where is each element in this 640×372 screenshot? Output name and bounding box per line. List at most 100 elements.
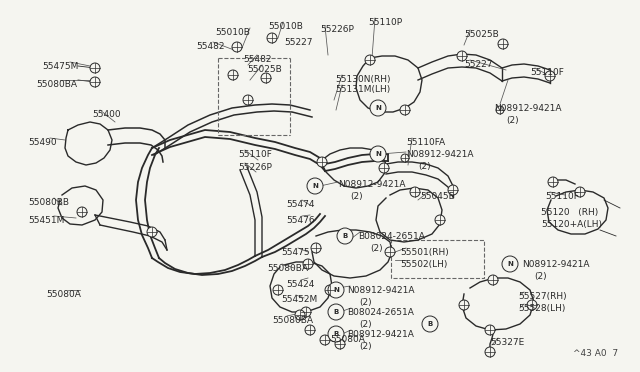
Text: B: B: [342, 233, 348, 239]
Circle shape: [400, 105, 410, 115]
Text: 55476: 55476: [286, 216, 315, 225]
Circle shape: [311, 243, 321, 253]
Text: 55528(LH): 55528(LH): [518, 304, 565, 313]
Text: (2): (2): [359, 298, 372, 307]
Circle shape: [261, 73, 271, 83]
Text: 55451M: 55451M: [28, 216, 65, 225]
Text: 55424: 55424: [286, 280, 314, 289]
Circle shape: [303, 259, 313, 269]
Circle shape: [335, 339, 345, 349]
Circle shape: [365, 55, 375, 65]
Circle shape: [548, 177, 558, 187]
Text: 55227: 55227: [464, 60, 493, 69]
Text: 55475M: 55475M: [42, 62, 78, 71]
Text: 55110P: 55110P: [368, 18, 402, 27]
Text: 55080BA: 55080BA: [36, 80, 77, 89]
Circle shape: [422, 316, 438, 332]
Text: 55110F: 55110F: [238, 150, 272, 159]
Text: (2): (2): [359, 320, 372, 329]
Circle shape: [448, 185, 458, 195]
Circle shape: [457, 51, 467, 61]
Circle shape: [370, 146, 386, 162]
Circle shape: [317, 157, 327, 167]
Text: 55227: 55227: [284, 38, 312, 47]
Circle shape: [488, 275, 498, 285]
Circle shape: [545, 71, 555, 81]
Circle shape: [90, 63, 100, 73]
Text: 55110FA: 55110FA: [406, 138, 445, 147]
Text: 55025B: 55025B: [247, 65, 282, 74]
Circle shape: [325, 285, 335, 295]
Text: (2): (2): [534, 272, 547, 281]
Text: 55474: 55474: [286, 200, 314, 209]
Circle shape: [385, 247, 395, 257]
Text: 55010B: 55010B: [268, 22, 303, 31]
Circle shape: [301, 307, 311, 317]
Text: 55452M: 55452M: [281, 295, 317, 304]
Text: 55080BA: 55080BA: [267, 264, 308, 273]
Circle shape: [307, 178, 323, 194]
Circle shape: [502, 256, 518, 272]
Text: 55080BB: 55080BB: [28, 198, 69, 207]
Circle shape: [379, 163, 389, 173]
Text: N08912-9421A: N08912-9421A: [522, 260, 589, 269]
Circle shape: [337, 228, 353, 244]
Text: (2): (2): [506, 116, 518, 125]
Circle shape: [228, 70, 238, 80]
Text: B08912-9421A: B08912-9421A: [347, 330, 414, 339]
Circle shape: [77, 207, 87, 217]
Text: (2): (2): [418, 162, 431, 171]
Text: 55110F: 55110F: [545, 192, 579, 201]
Text: N: N: [312, 183, 318, 189]
Text: 55327E: 55327E: [490, 338, 524, 347]
Text: 55130N(RH): 55130N(RH): [335, 75, 390, 84]
Circle shape: [401, 154, 409, 162]
Circle shape: [328, 326, 344, 342]
Circle shape: [485, 347, 495, 357]
Circle shape: [410, 187, 420, 197]
Circle shape: [273, 285, 283, 295]
Circle shape: [485, 325, 495, 335]
Circle shape: [328, 304, 344, 320]
Circle shape: [147, 227, 157, 237]
Circle shape: [370, 100, 386, 116]
Text: B: B: [333, 331, 339, 337]
Text: 55080A: 55080A: [46, 290, 81, 299]
Text: 55400: 55400: [92, 110, 120, 119]
Text: 55120   (RH): 55120 (RH): [541, 208, 598, 217]
Text: 55120+A(LH): 55120+A(LH): [541, 220, 602, 229]
Text: 55490: 55490: [28, 138, 56, 147]
Text: 55045E: 55045E: [420, 192, 454, 201]
Text: 55110F: 55110F: [530, 68, 564, 77]
Text: 55010B: 55010B: [215, 28, 250, 37]
Text: 55482: 55482: [243, 55, 271, 64]
Text: N08912-9421A: N08912-9421A: [494, 104, 561, 113]
Text: B: B: [428, 321, 433, 327]
Text: 55226P: 55226P: [320, 25, 354, 34]
Circle shape: [320, 335, 330, 345]
Text: 55527(RH): 55527(RH): [518, 292, 566, 301]
Circle shape: [305, 325, 315, 335]
Text: N: N: [375, 151, 381, 157]
Text: N: N: [375, 105, 381, 111]
Circle shape: [527, 300, 537, 310]
Text: 55501(RH): 55501(RH): [400, 248, 449, 257]
Text: 55025B: 55025B: [464, 30, 499, 39]
Text: N08912-9421A: N08912-9421A: [406, 150, 474, 159]
Text: B08024-2651A: B08024-2651A: [358, 232, 425, 241]
Text: (2): (2): [359, 342, 372, 351]
Text: (2): (2): [370, 244, 383, 253]
Circle shape: [459, 300, 469, 310]
Text: 55131M(LH): 55131M(LH): [335, 85, 390, 94]
Circle shape: [90, 77, 100, 87]
Text: N: N: [333, 287, 339, 293]
Bar: [391, 240, 484, 278]
Circle shape: [496, 106, 504, 114]
Circle shape: [498, 39, 508, 49]
Text: ^43 A0  7: ^43 A0 7: [573, 349, 618, 358]
Text: 55080BA: 55080BA: [272, 316, 313, 325]
Text: N08912-9421A: N08912-9421A: [347, 286, 415, 295]
Text: 55226P: 55226P: [238, 163, 272, 172]
Text: N: N: [507, 261, 513, 267]
Text: 55080A: 55080A: [330, 335, 365, 344]
